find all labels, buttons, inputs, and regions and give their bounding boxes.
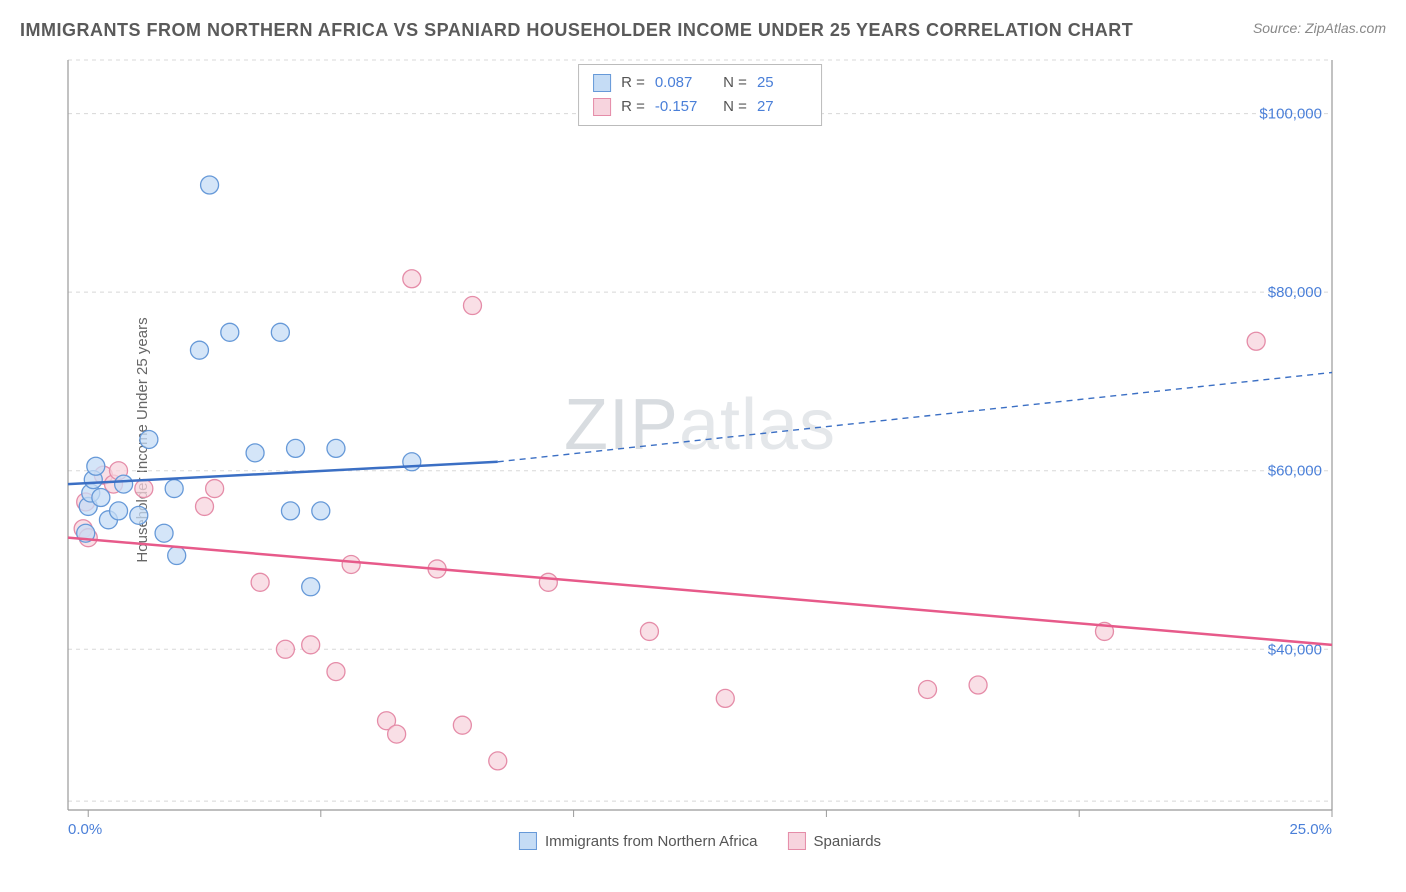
data-point xyxy=(312,502,330,520)
legend-item: Spaniards xyxy=(788,832,882,850)
legend-swatch xyxy=(519,832,537,850)
trend-line-extension xyxy=(498,373,1332,462)
data-point xyxy=(403,453,421,471)
data-point xyxy=(640,622,658,640)
data-point xyxy=(130,506,148,524)
data-point xyxy=(246,444,264,462)
data-point xyxy=(251,573,269,591)
legend-label: Immigrants from Northern Africa xyxy=(545,833,758,850)
legend-label: Spaniards xyxy=(814,833,882,850)
data-point xyxy=(327,439,345,457)
data-point xyxy=(388,725,406,743)
data-point xyxy=(281,502,299,520)
stat-n-value: 27 xyxy=(757,95,807,119)
data-point xyxy=(168,547,186,565)
x-tick-label: 25.0% xyxy=(1289,821,1332,838)
scatter-plot-svg: $40,000$60,000$80,000$100,0000.0%25.0% xyxy=(60,60,1340,820)
y-tick-label: $60,000 xyxy=(1268,463,1322,480)
stat-r-value: 0.087 xyxy=(655,71,705,95)
data-point xyxy=(201,176,219,194)
data-point xyxy=(276,640,294,658)
stats-legend-box: R = 0.087 N = 25 R = -0.157 N = 27 xyxy=(578,64,822,126)
data-point xyxy=(140,430,158,448)
data-point xyxy=(271,323,289,341)
trend-line xyxy=(68,462,498,484)
data-point xyxy=(206,480,224,498)
stat-n-value: 25 xyxy=(757,71,807,95)
data-point xyxy=(302,636,320,654)
x-tick-label: 0.0% xyxy=(68,821,102,838)
stat-n-label: N = xyxy=(715,71,747,95)
data-point xyxy=(327,663,345,681)
y-tick-label: $100,000 xyxy=(1259,106,1322,123)
legend-swatch xyxy=(788,832,806,850)
data-point xyxy=(165,480,183,498)
data-point xyxy=(221,323,239,341)
chart-header: IMMIGRANTS FROM NORTHERN AFRICA VS SPANI… xyxy=(20,20,1386,41)
data-point xyxy=(463,297,481,315)
data-point xyxy=(287,439,305,457)
data-point xyxy=(302,578,320,596)
stats-row: R = 0.087 N = 25 xyxy=(593,71,807,95)
stats-row: R = -0.157 N = 27 xyxy=(593,95,807,119)
data-point xyxy=(716,689,734,707)
data-point xyxy=(919,680,937,698)
data-point xyxy=(342,555,360,573)
data-point xyxy=(539,573,557,591)
data-point xyxy=(87,457,105,475)
data-point xyxy=(969,676,987,694)
data-point xyxy=(196,497,214,515)
data-point xyxy=(453,716,471,734)
data-point xyxy=(190,341,208,359)
data-point xyxy=(403,270,421,288)
stats-swatch xyxy=(593,74,611,92)
y-tick-label: $80,000 xyxy=(1268,284,1322,301)
chart-source: Source: ZipAtlas.com xyxy=(1253,20,1386,36)
legend-item: Immigrants from Northern Africa xyxy=(519,832,758,850)
data-point xyxy=(115,475,133,493)
data-point xyxy=(92,489,110,507)
data-point xyxy=(110,502,128,520)
data-point xyxy=(155,524,173,542)
chart-area: Householder Income Under 25 years ZIPatl… xyxy=(60,60,1340,820)
data-point xyxy=(135,480,153,498)
series-legend: Immigrants from Northern Africa Spaniards xyxy=(519,832,881,850)
stat-r-label: R = xyxy=(621,71,645,95)
stat-r-label: R = xyxy=(621,95,645,119)
data-point xyxy=(489,752,507,770)
chart-title: IMMIGRANTS FROM NORTHERN AFRICA VS SPANI… xyxy=(20,20,1133,41)
stats-swatch xyxy=(593,98,611,116)
stat-n-label: N = xyxy=(715,95,747,119)
data-point xyxy=(1247,332,1265,350)
stat-r-value: -0.157 xyxy=(655,95,705,119)
